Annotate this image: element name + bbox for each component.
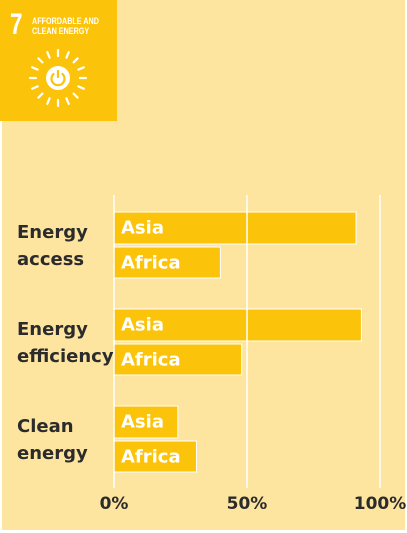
x-tick-label: 0% xyxy=(99,494,129,514)
bar xyxy=(113,343,243,376)
bar-series-label: Asia xyxy=(121,217,164,239)
bar-series-label: Africa xyxy=(121,446,181,467)
bar xyxy=(113,211,357,245)
bar-series-label: Africa xyxy=(121,349,181,370)
x-tick-label: 50% xyxy=(226,494,268,514)
category-label: Energy access xyxy=(17,222,88,270)
sun-icon xyxy=(28,48,88,108)
x-tick-label: 100% xyxy=(353,494,407,514)
bar-series-label: Asia xyxy=(121,314,164,336)
bar xyxy=(113,440,197,473)
category-label: Clean energy xyxy=(17,416,88,464)
bar-series-label: Africa xyxy=(121,252,181,273)
badge-label: AFFORDABLE AND CLEAN ENERGY xyxy=(32,16,99,36)
bar-series-label: Asia xyxy=(121,411,164,433)
badge-number: 7 xyxy=(10,8,23,41)
category-label: Energy efficiency xyxy=(17,319,114,367)
